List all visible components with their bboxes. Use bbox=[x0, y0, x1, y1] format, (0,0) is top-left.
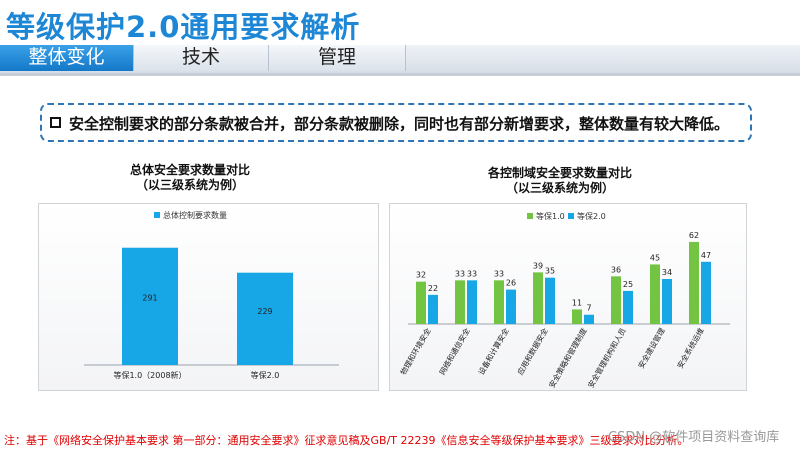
chart2-bar-series-1 bbox=[416, 281, 426, 324]
chart2-bar-series-2 bbox=[545, 277, 555, 324]
chart2-title-block: 各控制域安全要求数量对比 （以三级系统为例） bbox=[470, 166, 650, 196]
chart1-panel: 总体控制要求数量 291 等保1.0（2008新） 229 等保2.0 bbox=[38, 203, 379, 391]
chart2-bar-series-1 bbox=[650, 264, 660, 324]
chart1-data-label: 291 bbox=[142, 293, 157, 302]
chart2-bar-series-2 bbox=[662, 279, 672, 324]
chart2-category-label: 设备和计算安全 bbox=[476, 326, 511, 377]
summary-banner: 安全控制要求的部分条款被合并，部分条款被删除，同时也有部分新增要求，整体数量有较… bbox=[40, 103, 752, 142]
chart2-bar-series-1 bbox=[455, 280, 465, 324]
chart2-bar-series-1 bbox=[533, 272, 543, 324]
chart1-legend-swatch bbox=[154, 212, 160, 218]
chart2-bar-series-1 bbox=[689, 241, 699, 324]
checkbox-square-icon bbox=[50, 117, 61, 128]
chart2-title: 各控制域安全要求数量对比 bbox=[487, 166, 632, 180]
tab-overall-change[interactable]: 整体变化 bbox=[0, 45, 134, 71]
chart2-category-label: 安全系统运维 bbox=[675, 326, 706, 370]
tab-management[interactable]: 管理 bbox=[269, 45, 406, 71]
summary-text: 安全控制要求的部分条款被合并，部分条款被删除，同时也有部分新增要求，整体数量有较… bbox=[69, 115, 730, 133]
chart2-data-label: 22 bbox=[428, 284, 438, 293]
chart2-data-label: 39 bbox=[533, 261, 543, 270]
chart2-legend-swatch-1 bbox=[527, 213, 533, 219]
chart2-data-label: 33 bbox=[494, 269, 504, 278]
chart2-data-label: 33 bbox=[455, 269, 465, 278]
chart2-legend-swatch-2 bbox=[568, 213, 574, 219]
watermark: CSDN @软件项目资料查询库 bbox=[608, 430, 780, 445]
chart2-legend-label-1: 等保1.0 bbox=[536, 211, 565, 221]
chart1-category-label: 等保2.0 bbox=[251, 370, 280, 380]
chart1-data-label: 229 bbox=[257, 307, 272, 316]
chart2-data-label: 47 bbox=[701, 251, 711, 260]
chart2-data-label: 35 bbox=[545, 267, 555, 276]
chart1-svg: 总体控制要求数量 291 等保1.0（2008新） 229 等保2.0 bbox=[84, 210, 339, 380]
page-title: 等级保护2.0通用要求解析 bbox=[6, 10, 361, 44]
chart2-category-label: 网络和通信安全 bbox=[437, 326, 472, 377]
chart2-bar-series-1 bbox=[494, 280, 504, 324]
chart2-bar-series-1 bbox=[611, 276, 621, 324]
chart1-title: 总体安全要求数量对比 bbox=[129, 163, 250, 177]
chart2-data-label: 62 bbox=[689, 231, 699, 240]
chart2-data-label: 26 bbox=[506, 279, 516, 288]
chart1-title-block: 总体安全要求数量对比 （以三级系统为例） bbox=[100, 163, 280, 193]
chart2-data-label: 7 bbox=[586, 304, 591, 313]
chart2-data-label: 32 bbox=[416, 271, 426, 280]
tab-technology[interactable]: 技术 bbox=[134, 45, 269, 71]
chart2-data-label: 34 bbox=[662, 268, 672, 277]
chart2-bar-series-2 bbox=[467, 280, 477, 324]
chart2-bar-series-2 bbox=[428, 294, 438, 324]
chart2-subtitle: （以三级系统为例） bbox=[505, 181, 614, 195]
chart2-data-label: 25 bbox=[623, 280, 633, 289]
chart2-data-label: 11 bbox=[572, 298, 582, 307]
chart2-legend-label-2: 等保2.0 bbox=[577, 211, 606, 221]
chart2-category-label: 安全建设管理 bbox=[636, 326, 667, 370]
chart1-subtitle: （以三级系统为例） bbox=[135, 178, 244, 192]
chart1-bar bbox=[237, 272, 293, 365]
chart2-data-label: 33 bbox=[467, 269, 477, 278]
chart2-panel: 等保1.0 等保2.0 32 22 物理和环境安全 33 33 网络和通信安全 33 26 设备和计… bbox=[389, 203, 747, 391]
tab-bar: 整体变化 技术 管理 bbox=[0, 45, 800, 76]
chart2-category-label: 物理和环境安全 bbox=[398, 326, 433, 377]
footnote: 注：基于《网络安全保护基本要求 第一部分：通用安全要求》征求意见稿及GB/T 2… bbox=[4, 434, 689, 447]
chart2-category-label: 安全管理机构和人员 bbox=[585, 326, 628, 390]
chart2-bar-series-2 bbox=[701, 261, 711, 324]
chart2-bar-series-2 bbox=[506, 289, 516, 324]
chart2-category-label: 安全策略和管理制度 bbox=[546, 326, 589, 390]
chart1-bar bbox=[122, 247, 178, 365]
chart2-data-label: 36 bbox=[611, 265, 621, 274]
chart2-bar-series-2 bbox=[623, 290, 633, 324]
chart2-category-label: 应用和数据安全 bbox=[515, 326, 550, 377]
chart1-legend-label: 总体控制要求数量 bbox=[163, 210, 227, 220]
chart2-data-label: 45 bbox=[650, 253, 660, 262]
chart2-bar-series-1 bbox=[572, 309, 582, 324]
chart2-bar-series-2 bbox=[584, 314, 594, 324]
chart1-category-label: 等保1.0（2008新） bbox=[113, 370, 186, 380]
